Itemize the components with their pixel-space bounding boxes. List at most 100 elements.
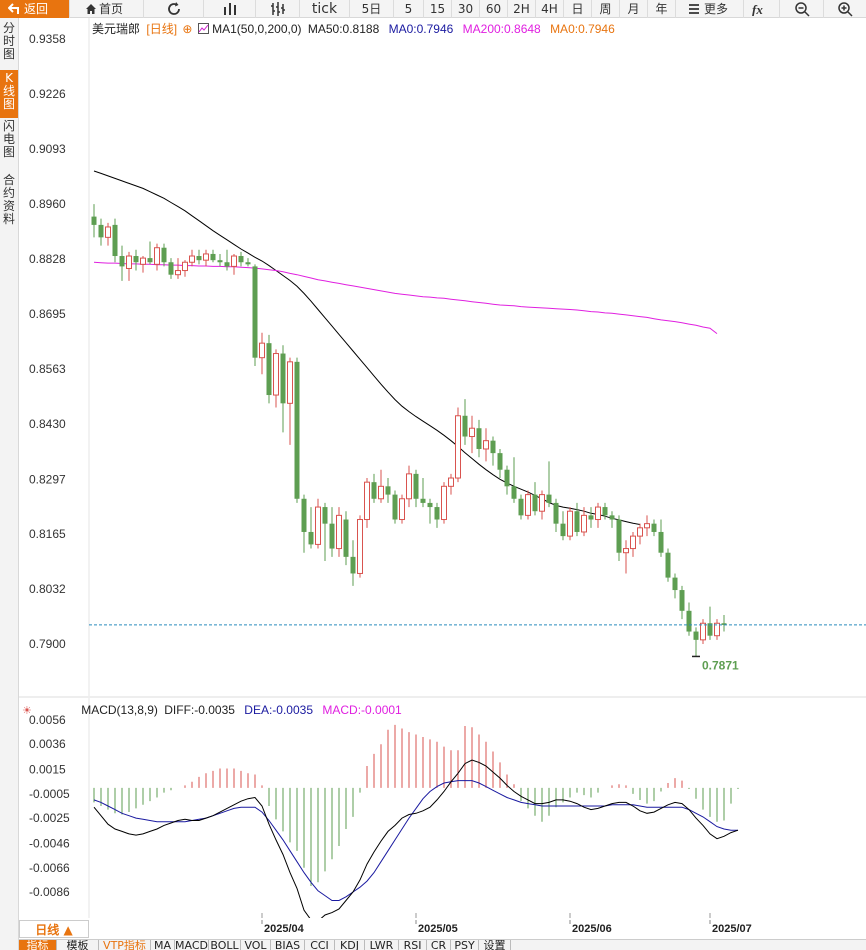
tab-kline[interactable]: K线图 [0,70,18,118]
candle-body [644,523,650,529]
bottom-tab-bar: 指标 模板 VTP指标 MA MACD BOLL VOL BIAS CCI KDJ LWR RSI CR… [19,939,866,950]
candle-body [252,266,258,358]
bar-type-icon [271,2,285,16]
candle-body [511,486,517,499]
candle-body [224,262,230,267]
bottom-tab-2[interactable]: VTP指标 [99,940,151,950]
candle-type-button[interactable] [204,0,256,18]
price-chart[interactable]: 0.9358 0.9226 0.9093 0.8960 0.8828 0.8695 0.85… [19,18,866,698]
zoom-in-button[interactable] [824,0,866,18]
home-icon [86,4,96,14]
bottom-tab-13[interactable]: PSY [451,940,479,950]
y-tick-label: 0.8297 [29,472,66,486]
macd-y-tick-label: 0.0036 [29,737,66,751]
candle-body [427,502,433,508]
y-tick-label: 0.9358 [29,32,66,46]
candle-body [385,486,391,495]
candle-body [574,511,580,532]
candle-body [623,548,629,554]
bottom-tab-8[interactable]: CCI [305,940,335,950]
period-60[interactable]: 60 [480,0,508,18]
indicator-image-icon [197,23,209,34]
candle-body [518,498,524,516]
ma200-value: MA200:0.8648 [462,22,541,36]
candle-body [175,270,181,276]
period-5day[interactable]: 5日 [350,0,394,18]
bottom-tab-7[interactable]: BIAS [271,940,305,950]
bottom-tab-12[interactable]: CR [427,940,451,950]
candle-body [98,224,104,238]
y-tick-label: 0.8430 [29,417,66,431]
macd-y-tick-label: 0.0056 [29,713,66,727]
period-year[interactable]: 年 [648,0,676,18]
candle-body [651,523,657,532]
refresh-button[interactable] [144,0,204,18]
period-week[interactable]: 周 [592,0,620,18]
period-30[interactable]: 30 [452,0,480,18]
tab-timeshare-label: 分时图 [3,21,16,61]
ma0-value-b: MA0:0.7946 [550,22,615,36]
candle-body [203,253,209,261]
candle-body [343,519,349,557]
candle-body [322,507,328,524]
candle-body [245,262,251,265]
bottom-tab-9[interactable]: KDJ [335,940,365,950]
settings-circle-icon[interactable]: ⊕ [182,22,193,36]
candle-body [217,260,223,263]
candle-body [609,515,615,520]
period-2h[interactable]: 2H [508,0,536,18]
y-tick-label: 0.8165 [29,527,66,541]
period-day[interactable]: 日 [564,0,592,18]
period-selector-button[interactable]: 日线 ▲ [19,920,89,938]
bottom-tab-0[interactable]: 指标 [19,940,57,950]
date-tick-label: 2025/07 [712,923,752,935]
home-label: 首页 [99,2,124,16]
bar-type-button[interactable] [256,0,300,18]
candle-body [91,216,97,225]
back-button[interactable]: 返回 [0,0,70,18]
fx-button[interactable]: fx [744,0,780,18]
y-tick-label: 0.8695 [29,307,66,321]
tab-flash[interactable]: 闪电图 [0,120,18,166]
period-month[interactable]: 月 [620,0,648,18]
more-button[interactable]: 更多 [676,0,744,18]
home-button[interactable]: 首页 [70,0,144,18]
candle-body [315,506,321,545]
period-15[interactable]: 15 [424,0,452,18]
candle-body [693,631,699,640]
candle-body [560,523,566,537]
bottom-tab-1[interactable]: 模板 [57,940,99,950]
candle-body [112,224,118,257]
date-axis: 2025/04 2025/05 2025/06 2025/07 [261,920,752,935]
candle-body [301,498,307,532]
candle-body [581,514,587,533]
bottom-tab-6[interactable]: VOL [241,940,271,950]
zoom-out-button[interactable] [780,0,824,18]
period-5[interactable]: 5 [394,0,424,18]
candle-body [420,498,426,503]
bottom-tab-3[interactable]: MA [151,940,175,950]
macd-chart[interactable]: 0.0056 0.0036 0.0015 -0.0005 -0.0025 -0.0046 -… [19,698,866,918]
candle-body [462,415,468,437]
bottom-tab-11[interactable]: RSI [399,940,427,950]
y-tick-label: 0.8828 [29,252,66,266]
candle-body [119,256,125,267]
macd-settings-icon[interactable]: ☀ [22,705,32,717]
candle-body [105,226,111,238]
candle-body [686,610,692,632]
candle-body [126,255,132,269]
candle-body [350,556,356,574]
candle-body [441,485,447,521]
tab-contract-info[interactable]: 合约资料 [0,174,18,234]
bottom-tab-4[interactable]: MACD [175,940,209,950]
period-4h[interactable]: 4H [536,0,564,18]
tab-timeshare[interactable]: 分时图 [0,22,18,68]
candle-body [161,247,167,263]
bottom-tab-14[interactable]: 设置 [479,940,511,950]
candle-body [595,506,601,521]
candle-body [525,494,531,516]
bottom-tab-10[interactable]: LWR [365,940,399,950]
candle-body [714,622,720,637]
bottom-tab-5[interactable]: BOLL [209,940,241,950]
tick-button[interactable]: tick [300,0,350,18]
